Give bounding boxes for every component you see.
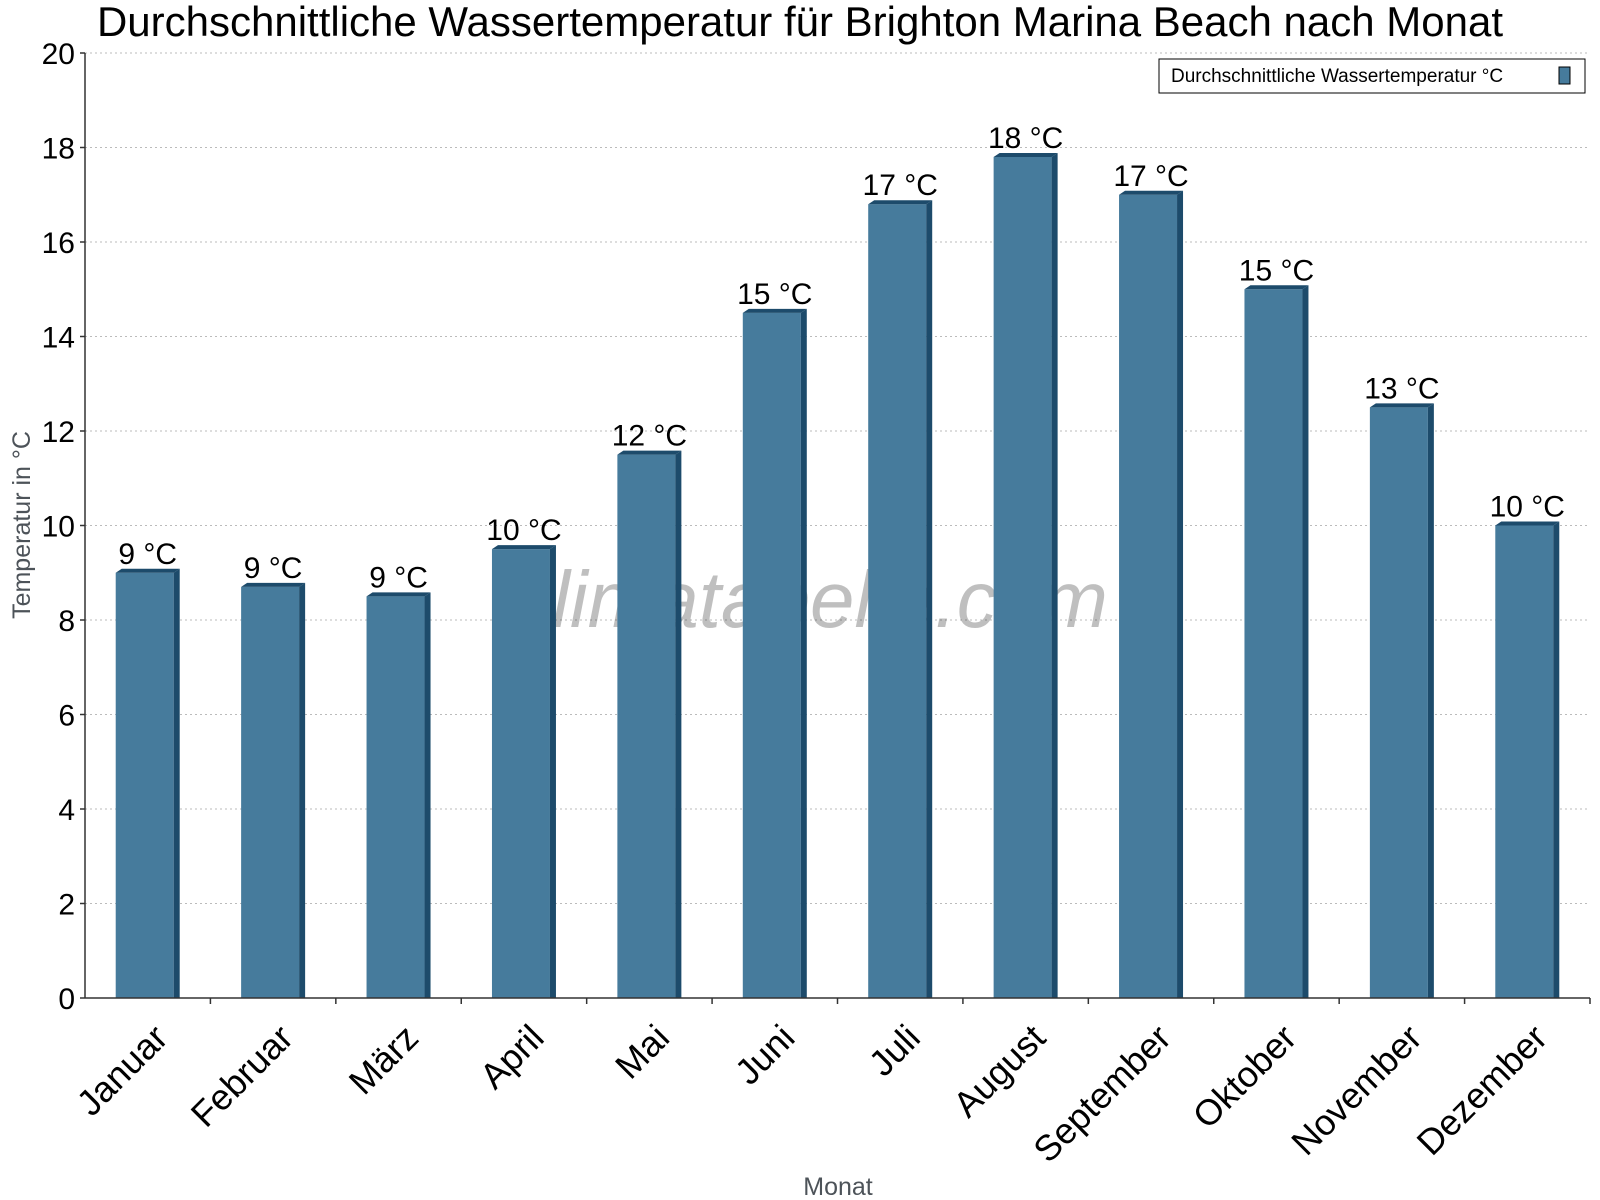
bar-top (1369, 403, 1434, 408)
x-axis-title: Monat (803, 1173, 873, 1200)
bar (868, 200, 933, 998)
bar-face (993, 156, 1052, 998)
y-axis-title: Temperatur in °C (8, 431, 36, 619)
value-label: 10 °C (1490, 491, 1565, 524)
value-label: 9 °C (369, 561, 428, 594)
bar-top (1244, 285, 1309, 290)
y-tick-label: 20 (42, 38, 75, 71)
bar-face (1495, 525, 1554, 998)
bar-top (491, 545, 556, 550)
bar (1369, 403, 1434, 998)
value-label: 9 °C (244, 552, 303, 585)
bar (115, 568, 180, 998)
y-tick-label: 10 (42, 511, 75, 544)
bar-face (115, 572, 174, 998)
y-tick-label: 6 (58, 700, 75, 733)
bar-side (1177, 190, 1184, 998)
bar-face (1369, 407, 1428, 998)
bar-side (424, 592, 431, 998)
value-label: 10 °C (486, 514, 561, 547)
bar (742, 308, 807, 998)
bar-top (1119, 190, 1184, 195)
bar-face (366, 596, 425, 998)
y-tick-label: 0 (58, 983, 75, 1016)
value-labels: 9 °C 9 °C 9 °C 10 °C 12 °C 15 °C 17 °C 18 °C 17 … (118, 122, 1565, 594)
legend-box (1158, 58, 1586, 94)
x-tick-label: Februar (183, 1017, 301, 1135)
y-tick-label: 8 (58, 605, 75, 638)
x-ticks: Januar Februar März April Mai Juni Juli AugustS… (69, 998, 1591, 1171)
y-tick-label: 14 (42, 322, 75, 355)
bars (115, 152, 1560, 998)
bar-face (1244, 289, 1303, 998)
bar-side (675, 450, 682, 998)
bar-face (491, 549, 550, 998)
legend-label: Durchschnittliche Wassertemperatur °C (1171, 66, 1503, 87)
bar-top (241, 582, 306, 587)
bar-top (366, 592, 431, 597)
value-label: 17 °C (1113, 160, 1188, 193)
x-tick-label: Juni (727, 1017, 803, 1093)
bar-side (926, 200, 933, 998)
x-tick-label: Oktober (1185, 1017, 1305, 1137)
x-tick-label: Dezember (1409, 1017, 1555, 1163)
bar-side (800, 308, 807, 998)
x-tick-label: August (945, 1017, 1053, 1125)
x-tick-label: Mai (607, 1017, 677, 1087)
x-tick-label: April (472, 1017, 552, 1097)
bar-side (1553, 521, 1560, 998)
bar-top (993, 152, 1058, 157)
value-label: 15 °C (737, 278, 812, 311)
bar-side (299, 582, 306, 998)
bar-side (1427, 403, 1434, 998)
bar (366, 592, 431, 998)
bar-top (1495, 521, 1560, 526)
bar-side (1302, 285, 1309, 998)
bar-top (617, 450, 682, 455)
bar (617, 450, 682, 998)
x-tick-label: November (1283, 1017, 1429, 1163)
y-tick-label: 2 (58, 889, 75, 922)
legend: Durchschnittliche Wassertemperatur °C (1158, 58, 1586, 94)
bar-face (742, 312, 801, 998)
legend-swatch (1558, 66, 1571, 85)
bar (993, 152, 1058, 998)
bar-top (868, 200, 933, 205)
grid (85, 52, 1590, 904)
bar (491, 545, 556, 998)
value-label: 15 °C (1239, 254, 1314, 287)
chart-title: Durchschnittliche Wassertemperatur für B… (97, 0, 1503, 45)
bar-side (549, 545, 556, 998)
bar (1119, 190, 1184, 998)
bar-face (241, 586, 300, 998)
value-label: 9 °C (118, 538, 177, 571)
y-tick-label: 12 (42, 416, 75, 449)
y-tick-label: 18 (42, 133, 75, 166)
bar-side (173, 568, 180, 998)
y-tick-label: 4 (58, 794, 75, 827)
bar (1244, 285, 1309, 998)
value-label: 13 °C (1364, 372, 1439, 405)
bar-face (868, 204, 927, 998)
value-label: 17 °C (863, 169, 938, 202)
y-tick-label: 16 (42, 227, 75, 260)
x-tick-label: Juli (861, 1017, 928, 1084)
bar-face (617, 454, 676, 998)
y-ticks: 0 2 4 6 8 10 12 14 16 18 20 (42, 38, 85, 1016)
bar-top (742, 308, 807, 313)
bar-top (115, 568, 180, 573)
bar-face (1119, 194, 1178, 998)
x-tick-label: März (341, 1017, 427, 1103)
value-label: 18 °C (988, 122, 1063, 155)
bar (1495, 521, 1560, 998)
x-tick-label: September (1025, 1017, 1179, 1171)
bar-side (1051, 152, 1058, 998)
value-label: 12 °C (612, 420, 687, 453)
bar (241, 582, 306, 998)
x-tick-label: Januar (69, 1017, 176, 1124)
